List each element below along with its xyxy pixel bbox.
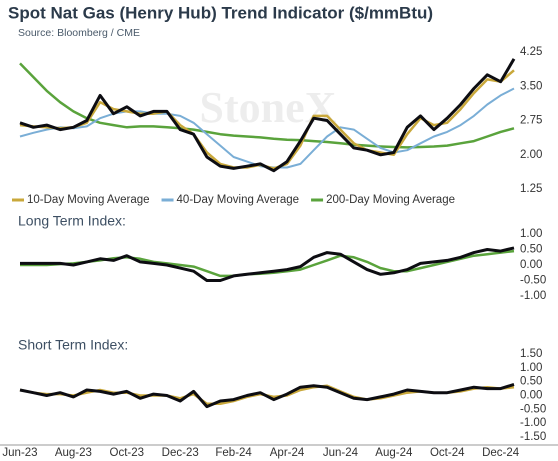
series-line [20,246,515,282]
x-tick-label: Aug-24 [375,447,413,459]
y-tick-label: 0.50 [520,376,542,388]
y-tick-label: 1.25 [520,183,542,195]
y-tick-label: -0.50 [520,275,546,287]
y-tick-label: 1.00 [520,362,542,374]
x-tick-label: Aug-23 [55,447,92,459]
series-line [19,62,515,149]
y-tick-label: 4.25 [520,46,542,58]
legend-label: 10-Day Moving Average [27,194,150,206]
series-line [19,58,516,173]
y-tick-label: 1.00 [520,228,542,240]
y-tick-label: -1.00 [520,290,546,302]
watermark: StoneX [200,83,337,132]
y-tick-label: 2.00 [520,149,542,161]
series-line [19,382,515,409]
legend-label: 40-Day Moving Average [177,194,300,206]
y-tick-label: -1.00 [520,417,546,429]
y-tick-label: 0.00 [520,259,542,271]
x-tick-label: Jun-24 [323,447,359,459]
panel-title: Short Term Index: [18,337,128,353]
y-tick-label: -0.50 [520,403,546,415]
x-tick-label: Oct-24 [430,447,465,459]
legend-label: 200-Day Moving Average [326,194,455,206]
y-tick-label: 1.50 [520,348,542,360]
chart-subtitle: Source: Bloomberg / CME [18,27,140,39]
y-tick-label: 3.50 [520,80,542,92]
chart-title: Spot Nat Gas (Henry Hub) Trend Indicator… [8,3,433,22]
x-tick-label: Feb-24 [215,447,252,459]
y-tick-label: 0.00 [520,390,542,402]
x-tick-label: Dec-24 [482,447,520,459]
y-tick-label: 0.50 [520,244,542,256]
panel-title: Long Term Index: [18,213,126,229]
x-tick-label: Dec-23 [162,447,199,459]
y-tick-label: 2.75 [520,115,542,127]
x-tick-label: Jun-23 [2,447,37,459]
x-tick-label: Apr-24 [270,447,305,459]
x-tick-label: Oct-23 [110,447,145,459]
y-tick-label: -1.50 [520,431,546,443]
